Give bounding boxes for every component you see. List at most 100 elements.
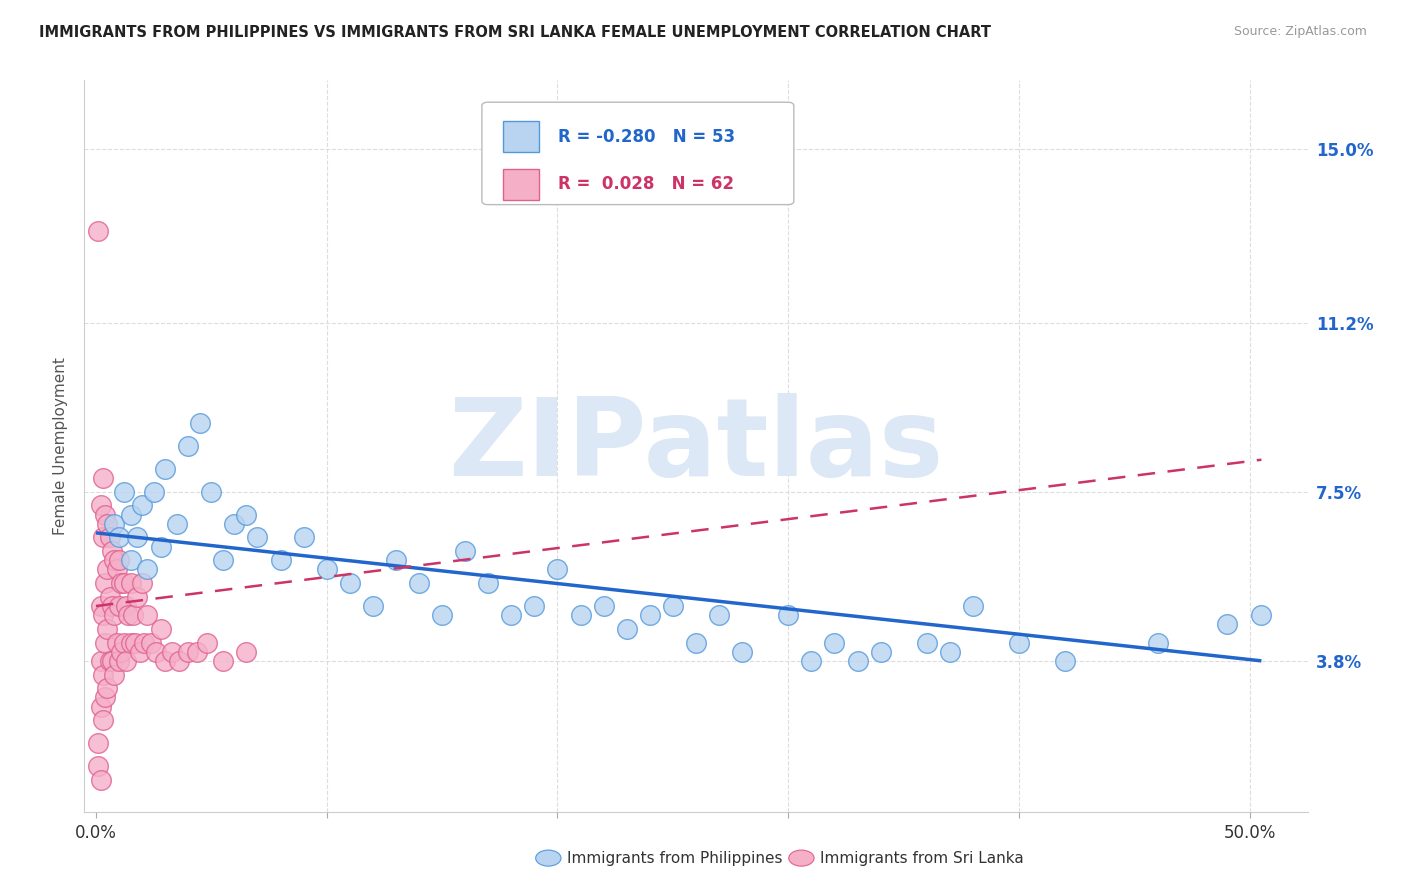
Point bbox=[128, 645, 150, 659]
Point bbox=[94, 690, 117, 705]
Point bbox=[153, 462, 176, 476]
Point bbox=[823, 635, 845, 649]
Point bbox=[135, 608, 157, 623]
Point bbox=[569, 608, 592, 623]
Point bbox=[211, 553, 233, 567]
Point bbox=[200, 484, 222, 499]
Point bbox=[167, 654, 190, 668]
Point bbox=[94, 508, 117, 522]
Point bbox=[1008, 635, 1031, 649]
Point bbox=[105, 635, 128, 649]
Point bbox=[361, 599, 384, 613]
Point bbox=[177, 439, 200, 453]
Y-axis label: Female Unemployment: Female Unemployment bbox=[53, 357, 69, 535]
Point bbox=[94, 635, 117, 649]
Point bbox=[638, 608, 661, 623]
Point bbox=[110, 576, 132, 591]
Point bbox=[135, 562, 157, 576]
Point bbox=[1216, 617, 1239, 632]
Point bbox=[707, 608, 730, 623]
Point bbox=[315, 562, 337, 576]
Point bbox=[1054, 654, 1077, 668]
Bar bbox=[503, 121, 540, 153]
Point bbox=[89, 699, 111, 714]
Point bbox=[339, 576, 361, 591]
Point bbox=[96, 516, 118, 531]
Point bbox=[131, 576, 153, 591]
Point bbox=[270, 553, 292, 567]
Point bbox=[87, 736, 110, 750]
Point bbox=[149, 540, 172, 554]
Bar bbox=[503, 169, 540, 200]
Point bbox=[120, 553, 142, 567]
Point bbox=[149, 622, 172, 636]
Point bbox=[89, 599, 111, 613]
Point bbox=[188, 416, 211, 430]
Point bbox=[101, 654, 124, 668]
Point bbox=[547, 562, 569, 576]
Point bbox=[523, 599, 546, 613]
Point bbox=[731, 645, 754, 659]
Point bbox=[115, 654, 138, 668]
Point bbox=[846, 654, 869, 668]
Point bbox=[91, 530, 114, 544]
Point bbox=[103, 553, 125, 567]
Text: IMMIGRANTS FROM PHILIPPINES VS IMMIGRANTS FROM SRI LANKA FEMALE UNEMPLOYMENT COR: IMMIGRANTS FROM PHILIPPINES VS IMMIGRANT… bbox=[39, 25, 991, 40]
Point bbox=[153, 654, 176, 668]
Point bbox=[103, 667, 125, 681]
Point bbox=[103, 516, 125, 531]
Point bbox=[662, 599, 685, 613]
Point bbox=[91, 714, 114, 728]
FancyBboxPatch shape bbox=[482, 103, 794, 204]
Point bbox=[869, 645, 891, 659]
Point bbox=[89, 654, 111, 668]
Text: ZIPatlas: ZIPatlas bbox=[449, 393, 943, 499]
Point bbox=[778, 608, 800, 623]
Point bbox=[91, 608, 114, 623]
Point bbox=[121, 608, 143, 623]
Point bbox=[120, 576, 142, 591]
Point bbox=[134, 635, 156, 649]
Point bbox=[160, 645, 183, 659]
Point bbox=[89, 499, 111, 513]
Point bbox=[1146, 635, 1168, 649]
Point bbox=[145, 645, 167, 659]
Point bbox=[800, 654, 823, 668]
Point bbox=[127, 530, 149, 544]
Point bbox=[501, 608, 523, 623]
Point bbox=[112, 576, 135, 591]
Point bbox=[1250, 608, 1272, 623]
Point bbox=[224, 516, 246, 531]
Point bbox=[292, 530, 315, 544]
Point bbox=[915, 635, 938, 649]
Point bbox=[110, 645, 132, 659]
Point bbox=[101, 544, 124, 558]
Point bbox=[91, 667, 114, 681]
Point bbox=[385, 553, 408, 567]
Point bbox=[94, 576, 117, 591]
Point bbox=[96, 681, 118, 696]
Text: Source: ZipAtlas.com: Source: ZipAtlas.com bbox=[1233, 25, 1367, 38]
Point bbox=[108, 553, 131, 567]
Point bbox=[120, 635, 142, 649]
Point bbox=[186, 645, 208, 659]
Point bbox=[195, 635, 218, 649]
Text: R =  0.028   N = 62: R = 0.028 N = 62 bbox=[558, 176, 734, 194]
Point bbox=[117, 608, 139, 623]
Point bbox=[108, 654, 131, 668]
Point bbox=[98, 654, 121, 668]
Point bbox=[131, 499, 153, 513]
Point bbox=[235, 645, 257, 659]
Point bbox=[101, 599, 124, 613]
Point bbox=[141, 635, 163, 649]
Point bbox=[454, 544, 477, 558]
Point bbox=[962, 599, 984, 613]
Point bbox=[430, 608, 453, 623]
Point bbox=[108, 599, 131, 613]
Point bbox=[98, 530, 121, 544]
Point bbox=[91, 471, 114, 485]
Point bbox=[177, 645, 200, 659]
Point bbox=[127, 590, 149, 604]
Point bbox=[115, 599, 138, 613]
Point bbox=[939, 645, 962, 659]
